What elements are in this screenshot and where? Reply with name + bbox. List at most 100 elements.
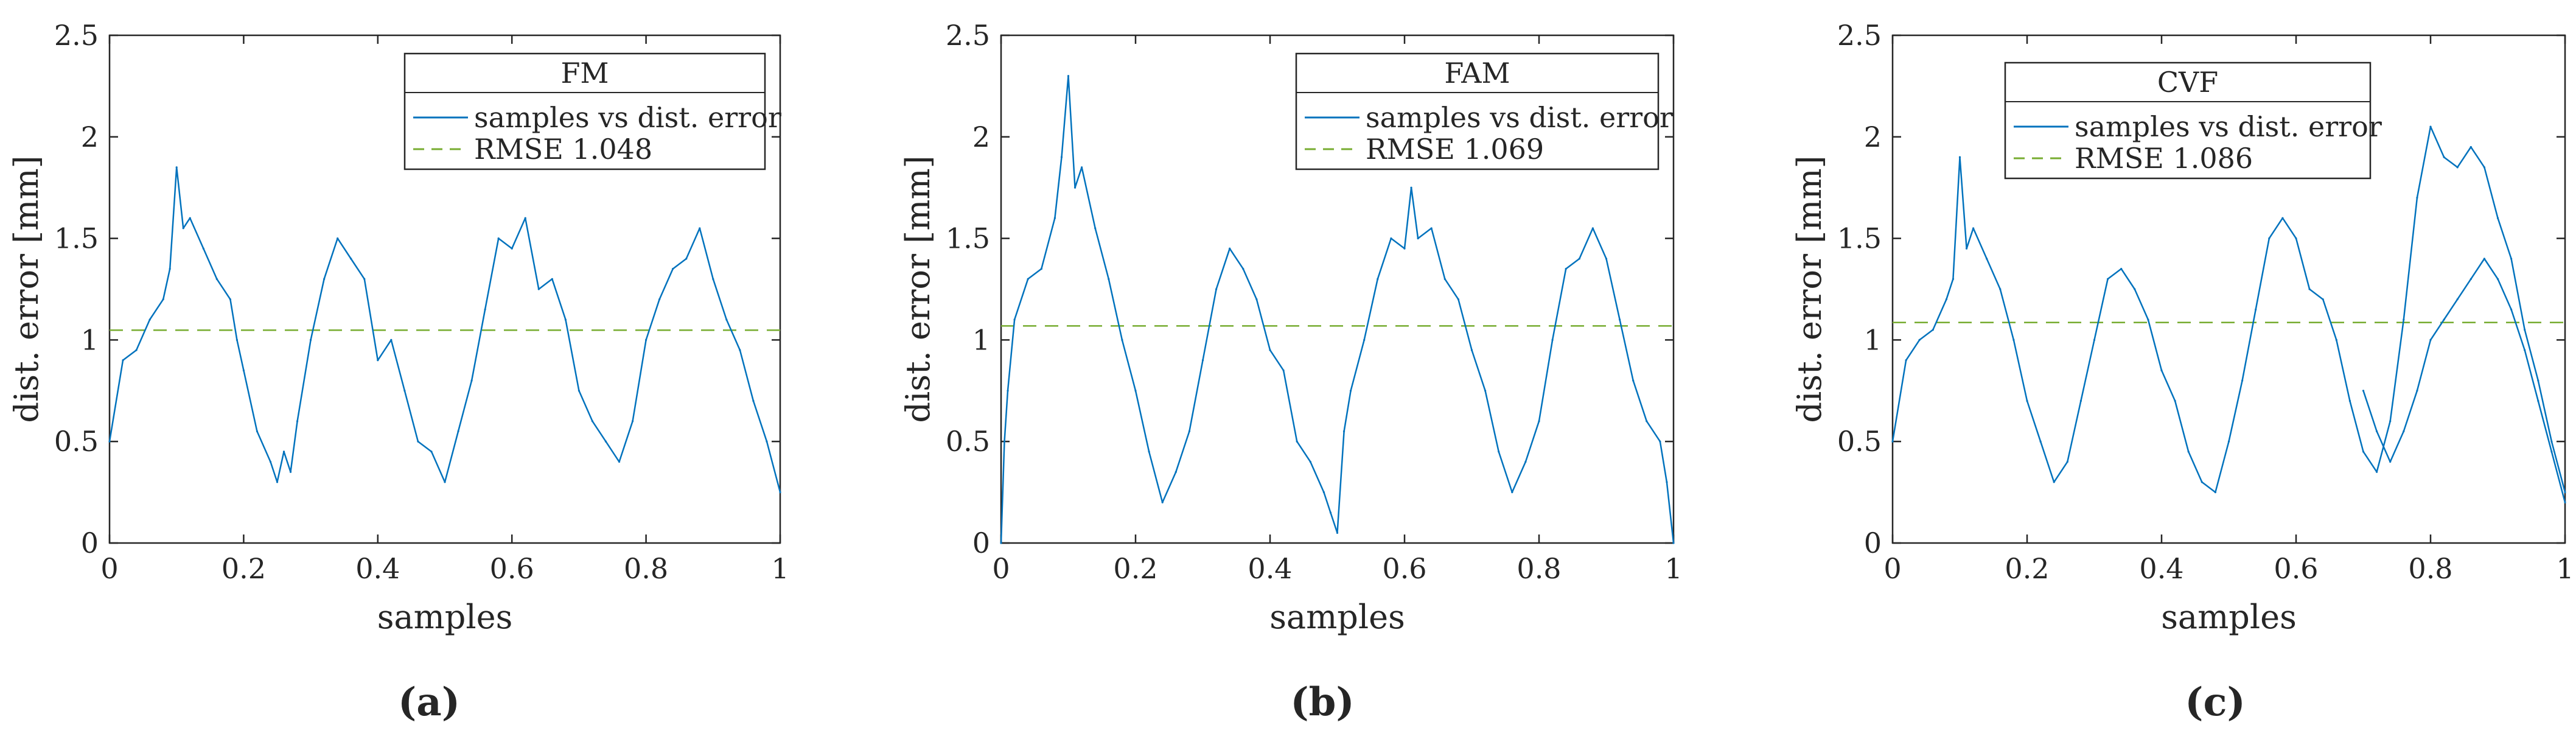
x-tick-label: 0.8	[624, 552, 668, 585]
data-point	[1958, 156, 1961, 158]
y-tick-label: 2	[1864, 121, 1882, 153]
data-point	[296, 420, 299, 422]
data-point	[2079, 399, 2082, 402]
y-tick-label: 0.5	[946, 425, 990, 458]
data-point	[1390, 237, 1392, 240]
data-point	[2093, 338, 2096, 342]
series-line	[1891, 125, 2566, 493]
data-point	[1003, 440, 1006, 443]
data-point	[377, 359, 379, 362]
data-point	[289, 471, 292, 473]
data-point	[1470, 349, 1473, 351]
data-point	[1201, 359, 1204, 362]
data-point	[1053, 217, 1056, 219]
data-point	[2524, 349, 2526, 351]
data-point	[1229, 247, 1231, 250]
data-point	[2537, 379, 2539, 382]
data-point	[2470, 278, 2472, 280]
x-tick-label: 0.2	[222, 552, 266, 585]
x-tick-label: 1	[1664, 552, 1682, 585]
data-point	[591, 420, 594, 422]
legend-entry-rmse: RMSE 1.086	[2075, 142, 2253, 175]
data-point	[645, 338, 647, 342]
chart-panel-fam: 0 0.5 1 1.5 2 2.5 0 0.2 0.4 0.6 0.8 1 samples dist. e…	[899, 19, 1683, 725]
data-point	[1659, 440, 1661, 443]
data-point	[2376, 471, 2378, 473]
data-point	[1242, 268, 1244, 270]
plot-area	[1891, 34, 2566, 544]
data-point	[2201, 481, 2203, 483]
data-point	[2496, 217, 2499, 219]
data-point	[2429, 338, 2432, 342]
data-point	[1322, 491, 1325, 494]
data-point	[1282, 369, 1285, 372]
data-point	[1932, 329, 1934, 331]
data-point	[1565, 268, 1567, 270]
data-point	[1081, 166, 1083, 169]
data-point	[1363, 338, 1366, 342]
data-point	[2362, 450, 2365, 453]
data-point	[269, 460, 272, 463]
x-axis-label: samples	[377, 598, 513, 636]
data-point	[236, 338, 238, 342]
data-point	[1121, 338, 1123, 342]
legend-entry-rmse: RMSE 1.048	[474, 133, 652, 166]
data-point	[135, 349, 138, 351]
data-point	[390, 338, 393, 342]
data-point	[2255, 308, 2257, 310]
data-point	[1175, 471, 1177, 473]
y-tick-label: 2.5	[54, 19, 99, 52]
y-tick-label: 0	[1864, 527, 1882, 559]
data-point	[1073, 186, 1077, 189]
data-point	[2564, 501, 2566, 503]
data-point	[2308, 288, 2311, 290]
data-point	[108, 440, 111, 443]
data-point	[1188, 430, 1190, 433]
panel-caption: (b)	[1290, 679, 1354, 725]
data-point	[323, 278, 326, 280]
y-tick-label: 1.5	[946, 222, 990, 255]
data-point	[725, 318, 728, 321]
y-axis-label: dist. error [mm]	[1790, 155, 1829, 422]
legend-entry-series: samples vs dist. error	[2075, 110, 2382, 143]
legend-entry-rmse: RMSE 1.069	[1366, 133, 1544, 166]
y-tick-label: 2.5	[946, 19, 990, 52]
data-point	[1632, 379, 1635, 382]
legend-title: FAM	[1444, 57, 1510, 89]
y-axis-label: dist. error [mm]	[899, 155, 937, 422]
data-point	[2174, 399, 2176, 402]
data-point	[1605, 258, 1608, 260]
panel-caption: (c)	[2185, 679, 2246, 725]
data-point	[1377, 278, 1379, 280]
x-tick-label: 0	[992, 552, 1010, 585]
y-tick-label: 2	[81, 121, 99, 153]
data-point	[2456, 298, 2459, 301]
data-point	[1417, 237, 1419, 240]
data-point	[1591, 227, 1594, 230]
data-point	[1551, 338, 1554, 342]
x-tick-label: 0.4	[355, 552, 400, 585]
data-point	[1336, 531, 1339, 534]
series-line	[108, 166, 781, 492]
data-point	[175, 166, 178, 169]
data-point	[631, 420, 634, 422]
data-point	[2066, 460, 2068, 463]
data-point	[1134, 390, 1137, 392]
y-tick-label: 1	[972, 323, 990, 356]
data-point	[2281, 217, 2284, 219]
x-tick-label: 0	[100, 552, 118, 585]
y-tick-label: 2	[972, 121, 990, 153]
data-point	[2483, 258, 2485, 260]
data-point	[658, 298, 661, 301]
data-point	[1498, 450, 1500, 453]
data-point	[215, 278, 218, 280]
data-point	[1094, 227, 1097, 230]
data-point	[2510, 308, 2513, 310]
y-tick-label: 1.5	[1837, 222, 1882, 255]
legend-entry-series: samples vs dist. error	[474, 101, 781, 134]
chart-panel-fm: 0 0.5 1 1.5 2 2.5 0 0.2 0.4 0.6 0.8 1 samples dist. e…	[7, 19, 789, 725]
data-point	[276, 481, 279, 483]
